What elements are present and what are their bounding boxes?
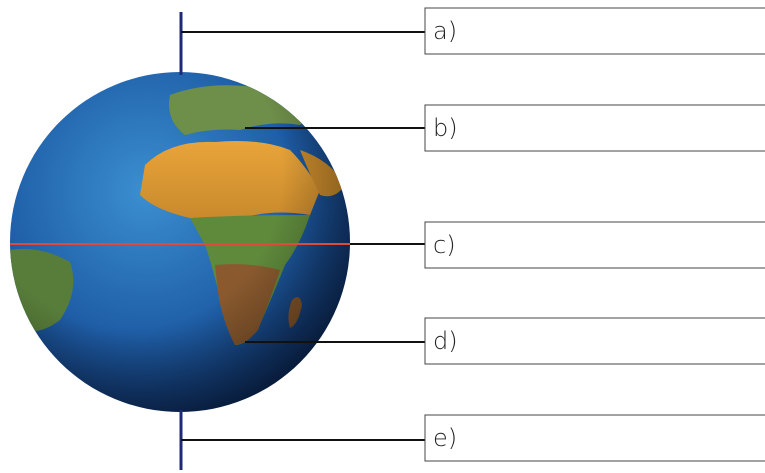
label: d): [433, 327, 458, 355]
leader-lines: [181, 31, 425, 441]
answer-boxes: [424, 7, 765, 462]
globe: [10, 72, 350, 412]
label: e): [433, 424, 457, 452]
label: b): [433, 114, 458, 142]
label: c): [433, 231, 456, 259]
label: a): [433, 17, 457, 45]
